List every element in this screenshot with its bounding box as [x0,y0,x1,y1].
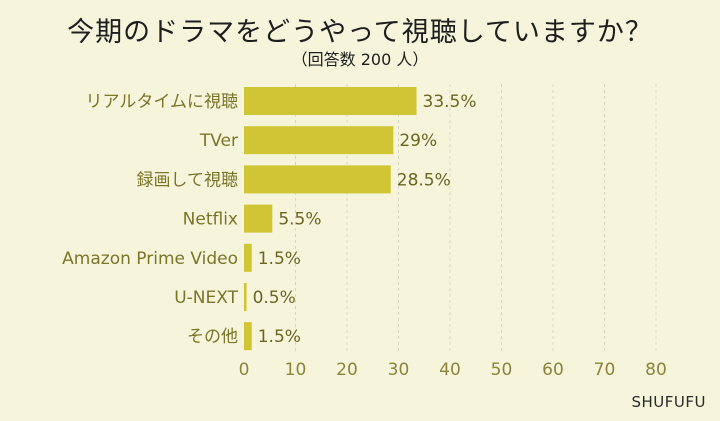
category-label: TVer [199,131,238,151]
chart-title: 今期のドラマをどうやって視聴していますか？ [67,17,653,48]
value-label: 5.5% [278,210,321,230]
value-label: 0.5% [253,288,296,308]
category-label: U-NEXT [174,288,238,308]
category-label: Amazon Prime Video [62,249,238,269]
x-tick-label: 10 [285,360,307,380]
value-label: 29% [399,131,437,151]
value-label: 1.5% [258,249,301,269]
bar [244,165,391,194]
x-tick-label: 80 [645,360,667,380]
value-label: 33.5% [423,92,477,112]
x-tick-label: 50 [491,360,513,380]
x-tick-label: 0 [239,360,250,380]
bar [244,322,252,351]
x-tick-label: 70 [594,360,616,380]
category-label: リアルタイムに視聴 [86,92,239,112]
source-credit: SHUFUFU [631,393,706,411]
category-label: その他 [187,327,238,347]
x-tick-label: 30 [388,360,410,380]
value-label: 28.5% [397,170,451,190]
category-label: Netflix [183,210,238,230]
bar [244,283,247,311]
category-label: 録画して視聴 [137,170,239,190]
x-tick-label: 60 [542,360,564,380]
bar [244,126,394,155]
chart-subtitle: （回答数 200 人） [291,50,429,69]
bar [244,87,417,115]
bar [244,204,273,233]
bar [244,243,252,272]
value-label: 1.5% [258,327,301,347]
x-tick-label: 20 [336,360,358,380]
x-tick-label: 40 [439,360,461,380]
